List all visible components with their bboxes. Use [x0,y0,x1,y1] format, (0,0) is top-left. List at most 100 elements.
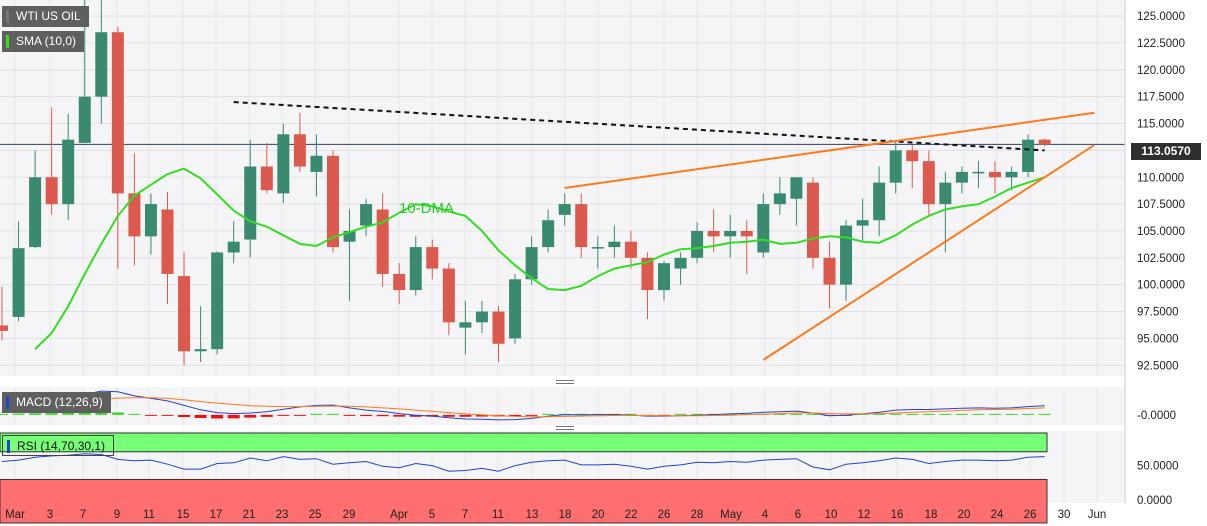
x-tick-label: 11 [492,509,504,521]
x-tick-label: 23 [276,509,289,521]
channel-lower-line [762,144,1095,361]
x-tick-label: 7 [462,509,468,521]
macd-histogram-bar [806,413,819,415]
x-tick-label: 29 [343,509,356,521]
macd-histogram-bar [128,413,141,415]
candle-body [277,134,290,194]
y-tick-label: 117.5000 [1137,92,1184,104]
candle-body [409,247,422,291]
macd-histogram-bar [939,413,952,415]
x-tick-label: 5 [429,509,435,521]
macd-histogram-bar [244,414,257,418]
candle-body [691,230,704,258]
panel-bg [0,0,1125,376]
candle-body [211,252,224,350]
macd-histogram-bar [62,412,75,415]
candle-body [641,257,654,291]
candle-body [509,279,522,339]
candle-body [459,322,472,328]
candle-body [542,220,555,248]
candle-body [1022,139,1035,172]
macd-histogram-bar [260,414,273,417]
candle-body [525,247,538,280]
macd-histogram-bar [989,413,1001,415]
macd-histogram-bar [691,413,704,415]
macd-legend[interactable]: MACD (12,26,9) [2,392,111,413]
candle-body [442,268,455,323]
macd-histogram-bar [45,413,58,415]
candle-body [45,177,58,205]
macd-histogram-bar [12,413,25,415]
rsi-legend[interactable]: RSI (14,70,30,1) [2,435,115,456]
macd-histogram-bar [277,414,290,416]
macd-histogram-bar [343,414,356,416]
panel-divider [0,377,1125,387]
candle-body [293,134,306,167]
macd-histogram-bar [972,413,985,415]
rsi-line [1,453,1045,472]
macd-histogram-bar [95,411,108,415]
y-tick-label: 100.0000 [1137,280,1185,292]
macd-histogram-bar [906,413,919,415]
x-tick-label: Jun [1088,509,1107,521]
y-tick-label: 92.5000 [1137,360,1179,372]
candle-body [790,177,803,199]
sma-line [34,167,1046,350]
y-tick-label: 95.0000 [1137,333,1179,345]
macd-swatch [6,396,9,409]
dma-annotation: 10-DMA [399,200,455,217]
y-tick-label: 120.0000 [1137,65,1185,77]
macd-histogram-bar [1005,413,1018,415]
candle-body [989,171,1001,178]
candle-body [889,150,902,183]
macd-histogram-bar [889,413,902,415]
y-tick-label: 102.5000 [1137,253,1185,265]
macd-histogram-bar [211,414,224,419]
panel-divider [0,425,1125,431]
candle-body [658,263,670,291]
x-tick-label: 25 [309,509,322,521]
x-tick-label: 26 [658,509,671,521]
x-tick-label: 20 [592,509,605,521]
x-tick-label: 3 [47,509,53,521]
channel-upper-line [564,111,1095,189]
candle-body [922,161,935,205]
candle-body [724,230,737,237]
x-tick-label: 26 [1024,509,1037,521]
y-tick-label: 125.0000 [1137,11,1185,23]
x-tick-label: 17 [210,509,223,521]
macd-histogram-bar [442,414,455,417]
candle-body [608,241,621,248]
candle-body [475,311,488,323]
candle-body [575,204,588,248]
candle-body [178,276,191,352]
macd-histogram-bar [310,413,323,415]
rsi-oversold-zone [0,478,1048,524]
candle-body [376,209,389,274]
macd-histogram-bar [509,414,522,417]
x-tick-label: 30 [1058,509,1071,521]
candle-body [78,96,91,143]
candle-body [707,230,720,237]
candle-body [144,204,157,237]
macd-histogram-bar [1038,413,1051,415]
macd-histogram-bar [475,414,488,417]
x-tick-label: 13 [526,509,539,521]
x-tick-label: 18 [925,509,938,521]
macd-histogram-bar [111,412,124,415]
macd-histogram-bar [227,414,240,419]
macd-histogram-bar [955,413,968,415]
candle-body [591,247,604,249]
macd-panel [0,387,1125,425]
candle-body [972,171,985,174]
rsi-swatch [7,440,10,453]
macd-histogram-bar [0,413,8,415]
symbol-label[interactable]: WTI US OIL [2,6,89,27]
candle-body [12,248,25,317]
x-tick-label: 10 [825,509,838,521]
candle-body [773,193,786,205]
y-tick-label: 105.0000 [1137,226,1185,238]
x-tick-label: Mar [5,509,25,521]
sma-legend[interactable]: SMA (10,0) [2,31,85,52]
x-tick-label: 7 [80,509,86,521]
